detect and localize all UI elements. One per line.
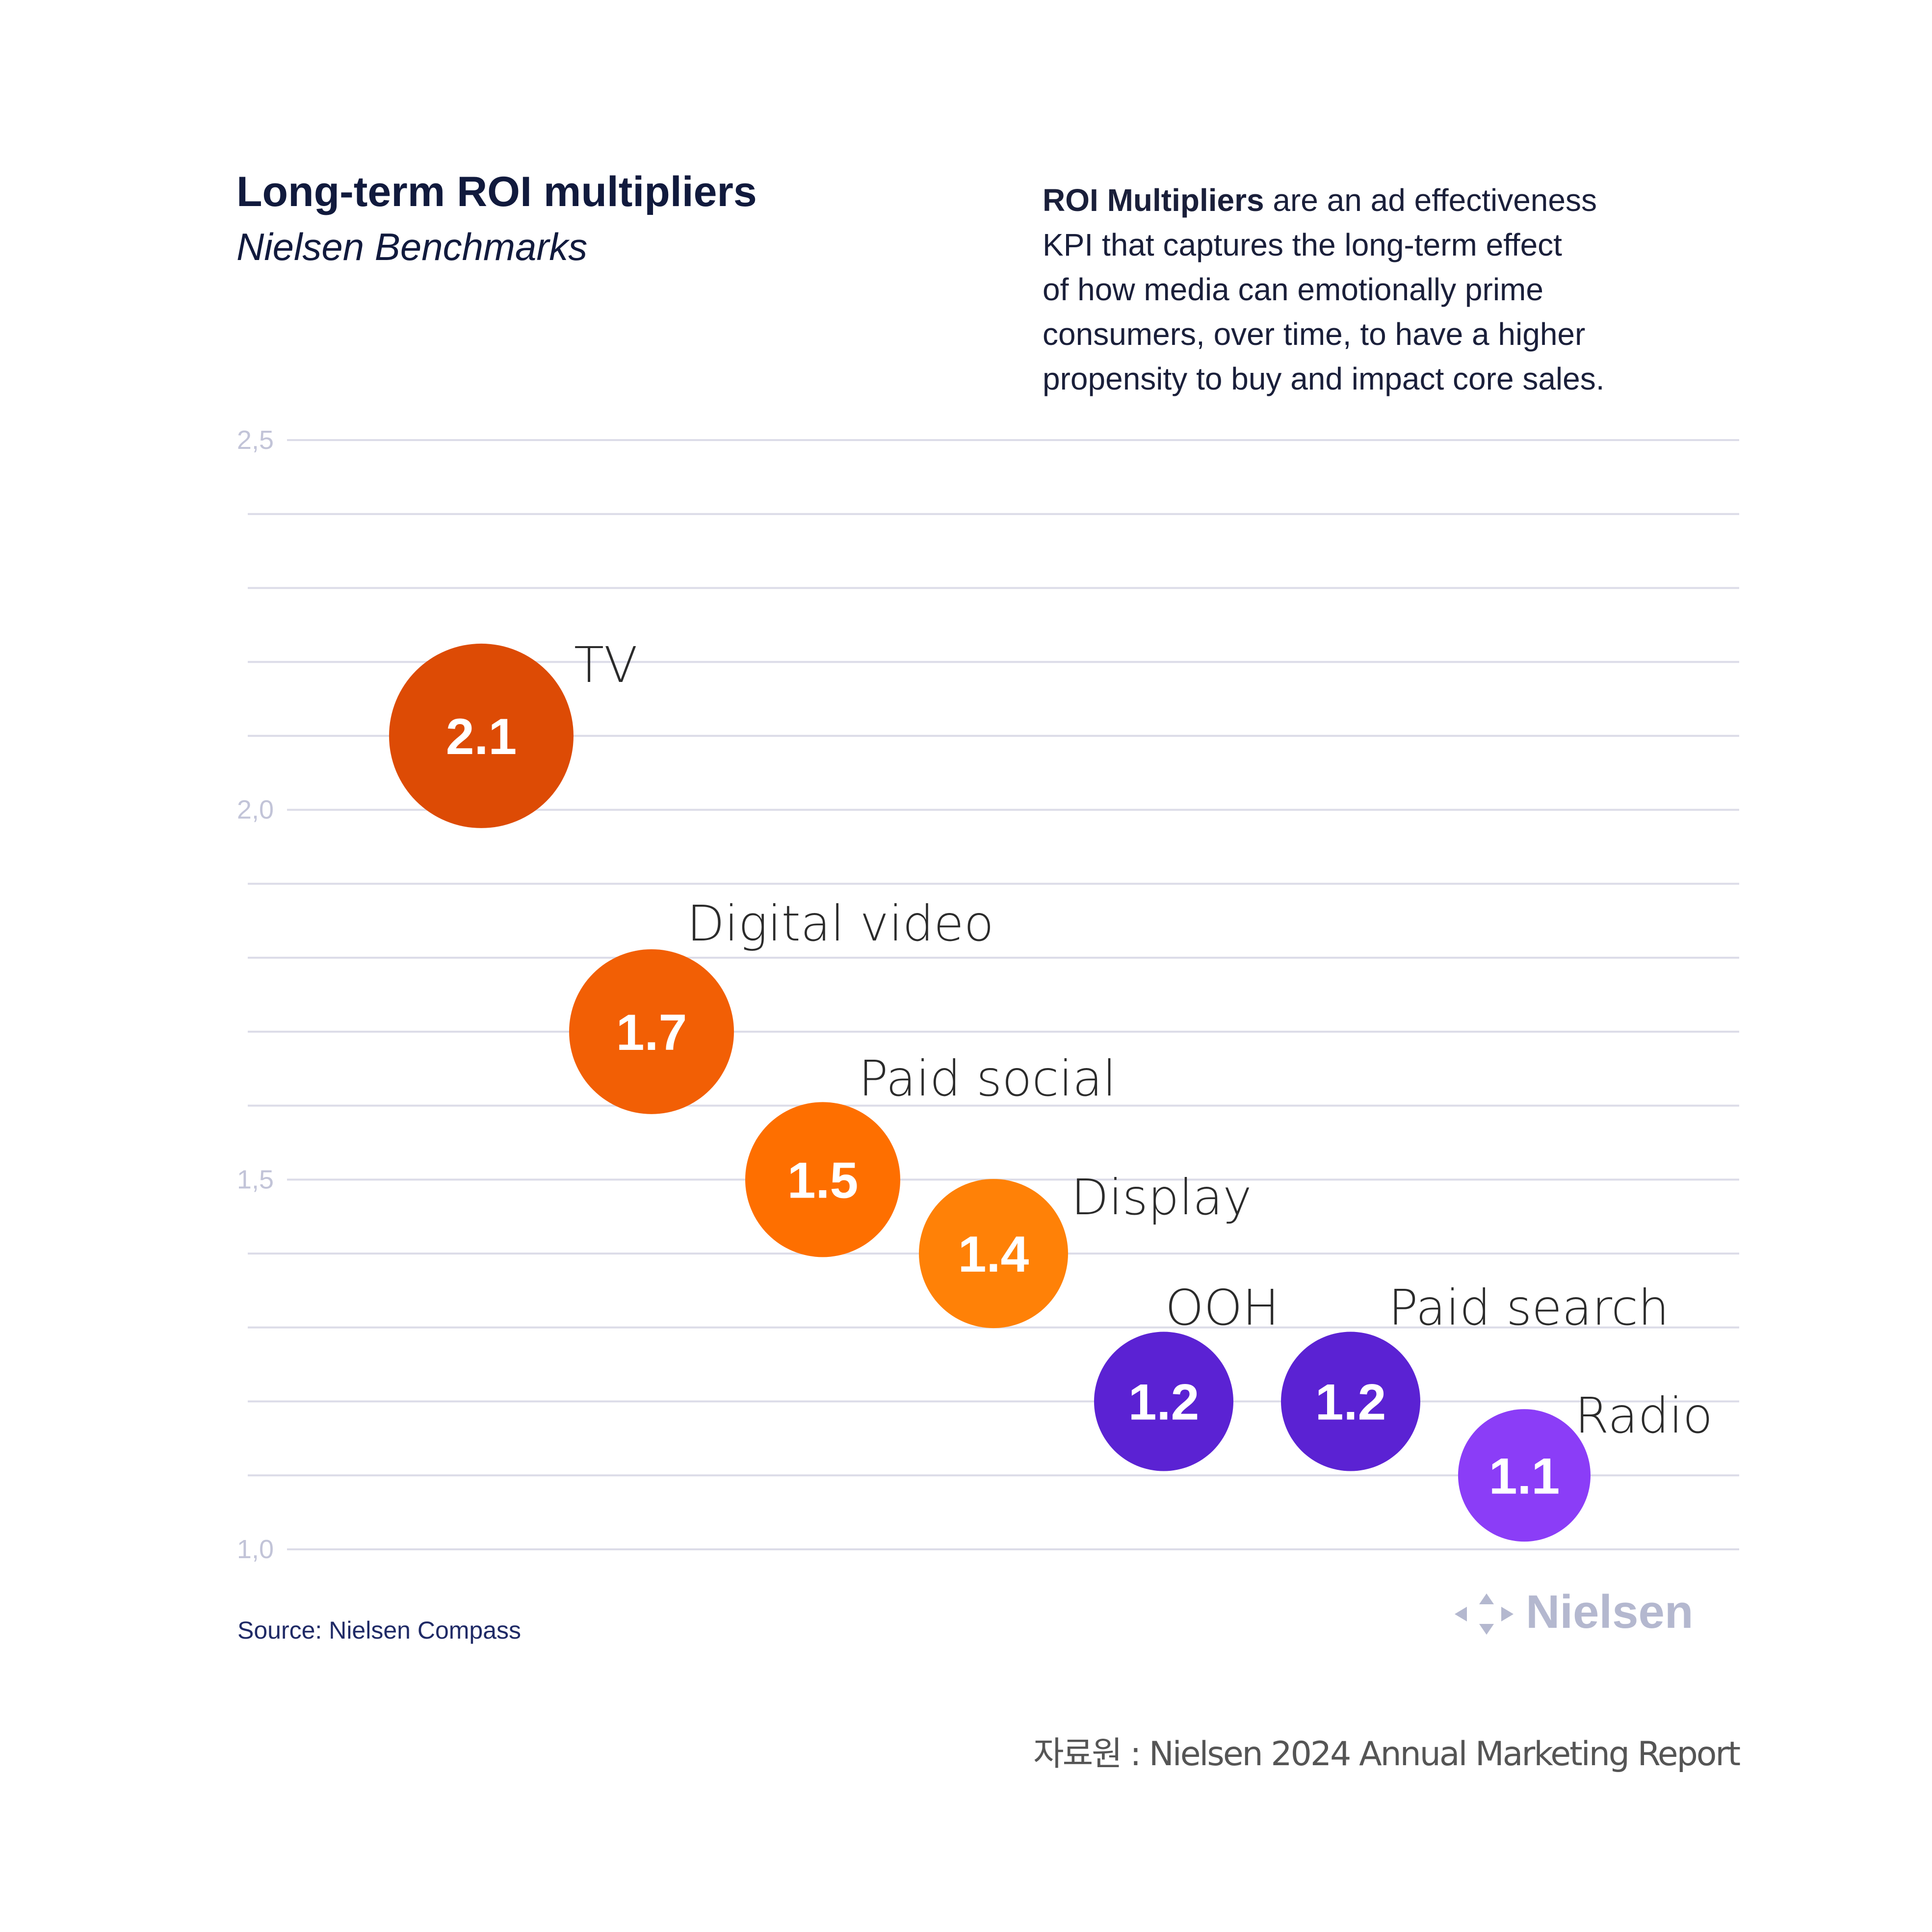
- point-bubble: [1094, 1332, 1233, 1471]
- data-point: 1.1 Radio: [1458, 1387, 1713, 1542]
- point-value-label: 1.5: [787, 1152, 859, 1209]
- y-tick-label: 2,0: [237, 795, 274, 825]
- point-category-label: Display: [1071, 1169, 1252, 1226]
- data-point: 2.1 TV: [389, 636, 638, 828]
- data-point: 1.4 Display: [919, 1169, 1252, 1329]
- chart-subtitle: Nielsen Benchmarks: [236, 225, 587, 268]
- point-category-label: Radio: [1575, 1387, 1713, 1444]
- description-line-4: consumers, over time, to have a higher: [1043, 316, 1585, 352]
- gridlines: [248, 439, 1739, 1550]
- point-category-label: TV: [574, 636, 638, 694]
- y-tick-label: 1,5: [237, 1165, 274, 1194]
- data-point: 1.2 OOH: [1094, 1279, 1279, 1471]
- point-value-label: 1.2: [1315, 1374, 1386, 1431]
- point-bubble: [745, 1102, 900, 1257]
- description-line-5: propensity to buy and impact core sales.: [1043, 361, 1605, 396]
- point-bubble: [1281, 1332, 1420, 1471]
- point-value-label: 1.4: [958, 1226, 1029, 1283]
- point-value-label: 1.1: [1489, 1448, 1560, 1505]
- description: ROI Multipliers are an ad effectiveness …: [1043, 183, 1606, 396]
- point-value-label: 2.1: [446, 708, 517, 765]
- description-line-1: are an ad effectiveness: [1264, 183, 1597, 218]
- nielsen-logo: Nielsen: [1455, 1586, 1693, 1638]
- point-bubble: [919, 1179, 1068, 1329]
- point-bubble: [389, 643, 574, 828]
- point-value-label: 1.2: [1128, 1374, 1200, 1431]
- point-value-label: 1.7: [616, 1004, 687, 1061]
- point-bubble: [569, 949, 734, 1114]
- y-tick-label: 2,5: [237, 425, 274, 455]
- point-category-label: Paid search: [1388, 1279, 1669, 1336]
- chart-title: Long-term ROI multipliers: [236, 168, 757, 215]
- description-line-3: of how media can emotionally prime: [1043, 272, 1543, 307]
- description-line-2: KPI that captures the long-term effect: [1043, 227, 1562, 262]
- point-category-label: Paid social: [859, 1050, 1116, 1107]
- point-bubble: [1458, 1409, 1591, 1542]
- nielsen-diamond-icon: [1455, 1593, 1514, 1635]
- logo-text: Nielsen: [1526, 1586, 1693, 1638]
- point-category-label: Digital video: [687, 895, 994, 952]
- description-bold: ROI Multipliers: [1043, 183, 1264, 218]
- credit-line: 자료원 : Nielsen 2024 Annual Marketing Repo…: [1033, 1735, 1740, 1774]
- source-note: Source: Nielsen Compass: [237, 1617, 521, 1644]
- y-axis-ticks: 1,0 1,5 2,0 2,5: [237, 425, 274, 1564]
- y-tick-label: 1,0: [237, 1535, 274, 1564]
- point-category-label: OOH: [1165, 1279, 1279, 1336]
